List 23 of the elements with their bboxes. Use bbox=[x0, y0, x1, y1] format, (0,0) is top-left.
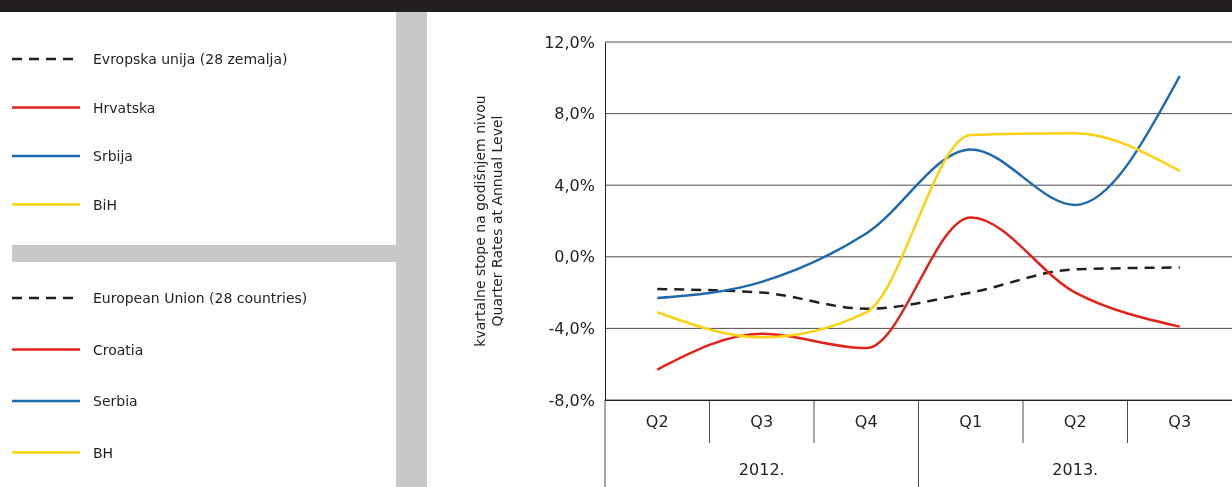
text: BH bbox=[93, 444, 114, 461]
text: Croatia bbox=[93, 341, 144, 358]
text: Serbia bbox=[93, 393, 138, 409]
legend-label: Evropska unija (28 zemalja) bbox=[93, 51, 288, 67]
y-tick-label: 0,0% bbox=[554, 247, 595, 267]
x-tick-label: Q1 bbox=[959, 412, 983, 432]
text: 2013. bbox=[1052, 460, 1099, 479]
x-tick-label: Q3 bbox=[750, 412, 774, 432]
x-tick-label: Q2 bbox=[645, 412, 669, 432]
y-tick-label: 12,0% bbox=[544, 32, 595, 52]
y-tick-label: -4,0% bbox=[548, 319, 595, 339]
y-tick-label: 8,0% bbox=[554, 104, 595, 124]
text: European Union (28 countries) bbox=[93, 290, 308, 306]
x-tick-label: Q3 bbox=[1168, 412, 1192, 432]
x-tick-label: Q4 bbox=[854, 412, 878, 432]
y-axis-title: kvartalne stope na godišnjem nivou Quarter Rates at Annual Level bbox=[472, 95, 505, 347]
legend-label: BiH bbox=[93, 196, 118, 213]
y-tick-label: -8,0% bbox=[548, 390, 595, 410]
x-tick-label: Q2 bbox=[1063, 412, 1087, 432]
legend-label: Srbija bbox=[93, 148, 133, 164]
text: 2012. bbox=[738, 460, 785, 479]
y-tick-label: 4,0% bbox=[554, 175, 595, 195]
legend-label: Hrvatska bbox=[93, 99, 156, 116]
